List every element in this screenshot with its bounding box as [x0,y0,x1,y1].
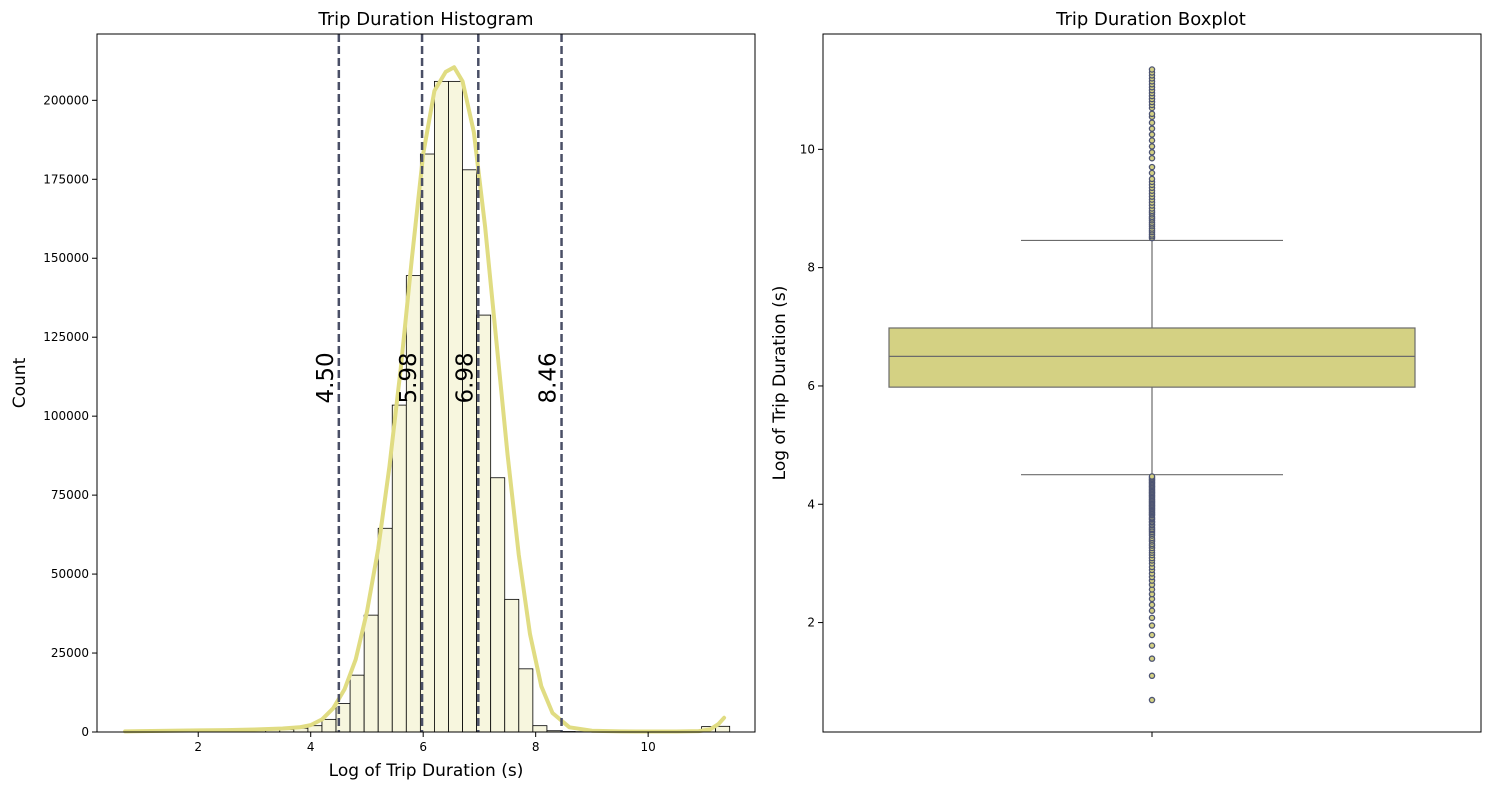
histogram-axes-frame [96,33,756,733]
x-tick-label: 10 [641,740,656,754]
outlier-point [1148,631,1156,639]
x-tick-label: 6 [419,740,427,754]
outlier-point [1148,131,1156,138]
interquartile-box [888,327,1416,388]
histogram-bar [321,718,337,733]
histogram-x-axis-label: Log of Trip Duration (s) [329,761,524,781]
histogram-bar [349,674,365,733]
y-tick-label: 100000 [43,409,89,423]
outlier-point [1148,163,1156,171]
histogram-bar [434,80,449,733]
boxplot-y-ticks: 2 4 6 8 10 [800,142,823,630]
histogram-bar [518,668,534,733]
y-tick-label: 200000 [43,93,89,107]
outlier-point [1148,614,1156,622]
y-tick-label: 50000 [51,567,89,581]
y-tick-label: 10 [800,142,815,156]
x-tick-label: 8 [532,740,540,754]
histogram-bar [377,527,393,733]
outlier-point [1148,154,1156,162]
kde-curve [123,65,727,734]
histogram-title: Trip Duration Histogram [317,9,533,30]
y-tick-label: 75000 [51,488,89,502]
reference-line-label: 8.46 [536,352,562,403]
histogram-y-ticks: 0 25000 50000 75000 100000 125000 150000 175000… [43,93,97,739]
outlier-point [1148,169,1156,177]
outlier-point [1148,149,1156,156]
outlier-point [1148,143,1156,150]
histogram-bars [124,80,731,733]
y-tick-label: 6 [807,379,815,393]
y-tick-label: 150000 [43,251,89,265]
reference-line-label: 5.98 [396,352,422,403]
histogram-bar [490,477,506,733]
outlier-point [1148,175,1156,183]
reference-line-label: 4.50 [313,352,339,403]
histogram-panel: Trip Duration Histogram 4.50 5.98 6.98 8.46… [10,9,756,781]
outlier-point [1148,119,1156,126]
outlier-point [1148,601,1156,609]
outlier-point [1148,622,1156,629]
outlier-point [1148,607,1156,614]
outlier-point [1148,696,1156,704]
reference-line-label: 6.98 [452,352,478,403]
outlier-point [1148,125,1156,132]
histogram-bar [504,598,520,733]
outlier-point [1148,110,1156,118]
histogram-bar [391,404,407,733]
y-tick-label: 175000 [43,172,89,186]
x-tick-label: 2 [194,740,202,754]
histogram-bar [532,725,548,733]
y-tick-label: 0 [81,725,89,739]
boxplot-y-axis-label: Log of Trip Duration (s) [770,286,790,481]
outlier-point [1148,672,1156,680]
outlier-point [1148,642,1156,649]
y-tick-label: 2 [807,616,815,630]
outlier-point [1148,66,1156,73]
histogram-y-axis-label: Count [10,357,30,408]
histogram-bar [405,275,421,733]
y-tick-label: 8 [807,261,815,275]
outlier-point [1148,473,1156,480]
x-tick-label: 4 [307,740,315,754]
histogram-bar [363,614,379,733]
reference-lines: 4.50 5.98 6.98 8.46 [313,34,563,732]
outlier-point [1148,137,1156,144]
histogram-x-ticks: 2 4 6 8 10 [194,732,656,754]
histogram-bar [462,169,478,733]
y-tick-label: 4 [807,497,815,511]
boxplot [888,66,1416,704]
histogram-bar [448,80,463,733]
boxplot-title: Trip Duration Boxplot [1055,9,1246,30]
y-tick-label: 125000 [43,330,89,344]
boxplot-panel: Trip Duration Boxplot 2 4 6 8 10 Log of Trip… [770,9,1482,737]
y-tick-label: 25000 [51,646,89,660]
outlier-point [1148,655,1156,662]
histogram-bar [715,725,731,733]
